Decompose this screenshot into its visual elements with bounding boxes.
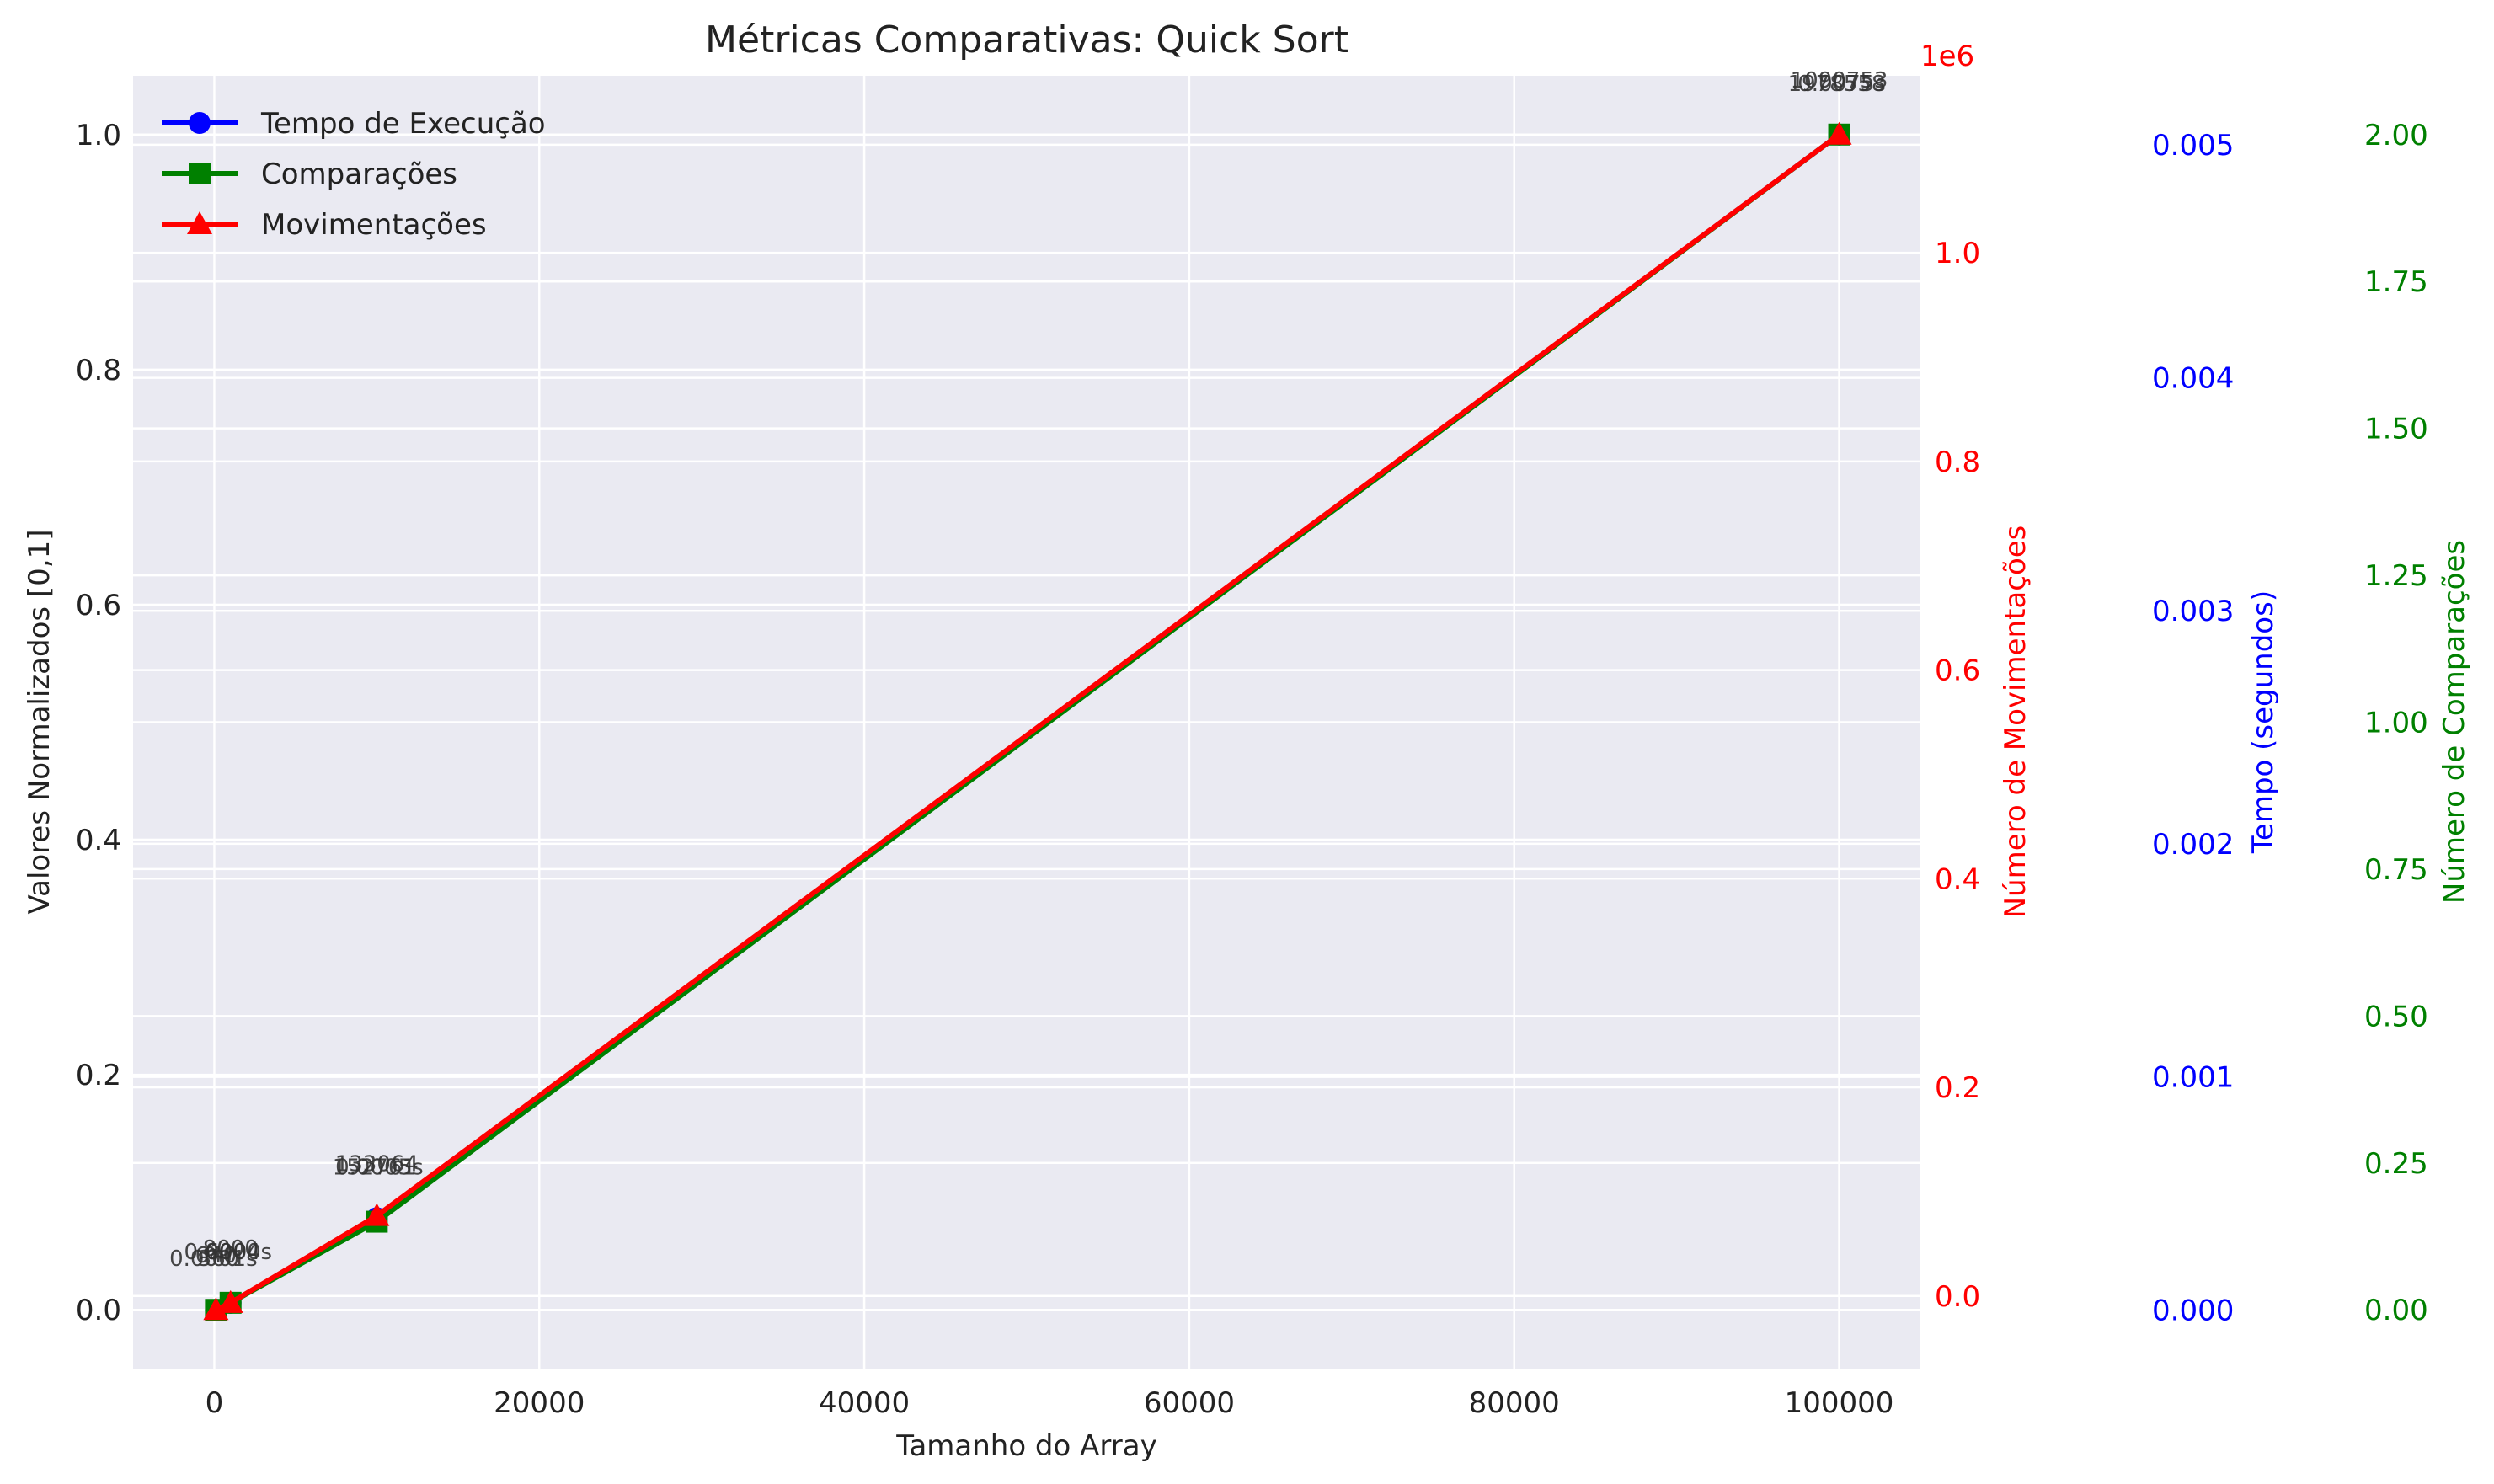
secondary-tick-label: 0.75 bbox=[2364, 853, 2428, 887]
data-label: 8000 bbox=[203, 1236, 259, 1262]
secondary-tick-label: 1.50 bbox=[2364, 413, 2428, 446]
legend-item: Comparações bbox=[162, 157, 457, 191]
data-label: 640 bbox=[195, 1243, 238, 1268]
data-label: 6000 bbox=[206, 1240, 261, 1265]
data-point bbox=[189, 112, 211, 134]
y-axis-label: Valores Normalizados [0,1] bbox=[23, 529, 56, 914]
secondary-tick-label: 0.4 bbox=[1935, 862, 1980, 896]
secondary-axis: 0.0 0.2 0.4 0.6 0.8 1.0 Número de Movimentaçõe… bbox=[1920, 40, 2032, 1314]
legend-label: Tempo de Execução bbox=[260, 107, 546, 141]
secondary-tick-label: 0.004 bbox=[2152, 362, 2234, 396]
data-label: 0.0005s bbox=[335, 1155, 424, 1180]
secondary-tick-label: 0.25 bbox=[2364, 1147, 2428, 1181]
x-tick-label: 20000 bbox=[494, 1386, 585, 1420]
x-tick-label: 60000 bbox=[1144, 1386, 1235, 1420]
data-point bbox=[1826, 121, 1852, 145]
secondary-axis: 0.000 0.001 0.002 0.003 0.004 0.005 Tempo (seg… bbox=[2152, 129, 2280, 1327]
y-tick-label: 0.8 bbox=[76, 354, 121, 387]
secondary-tick-label: 0.8 bbox=[1935, 446, 1980, 479]
legend-label: Movimentações bbox=[261, 208, 487, 242]
x-axis-label: Tamanho do Array bbox=[895, 1429, 1156, 1463]
data-label: 0.0075s bbox=[1797, 72, 1886, 97]
chart-title: Métricas Comparativas: Quick Sort bbox=[705, 19, 1348, 61]
secondary-tick-label: 1.75 bbox=[2364, 265, 2428, 299]
y-tick-label: 0.0 bbox=[76, 1294, 121, 1327]
series-layer bbox=[203, 121, 1852, 1321]
data-point bbox=[217, 1289, 243, 1313]
secondary-tick-label: 0.001 bbox=[2152, 1061, 2234, 1095]
legend-item: Movimentações bbox=[162, 208, 487, 242]
secondary-tick-label: 0.2 bbox=[1935, 1071, 1980, 1105]
series bbox=[203, 121, 1852, 1321]
grid bbox=[133, 76, 1920, 1369]
data-label: 152761 bbox=[333, 1155, 416, 1180]
secondary-tick-label: 0.0 bbox=[1935, 1280, 1980, 1314]
data-point bbox=[364, 1203, 390, 1226]
x-tick-label: 0 bbox=[206, 1386, 224, 1420]
data-label: 0.0001s bbox=[169, 1246, 258, 1272]
data-label: 1090753 bbox=[1791, 68, 1888, 93]
secondary-tick-label: 0.6 bbox=[1935, 654, 1980, 688]
data-label: 133064 bbox=[335, 1151, 419, 1177]
data-label: 0.0004s bbox=[184, 1240, 272, 1265]
secondary-tick-label: 0.002 bbox=[2152, 828, 2234, 862]
data-point bbox=[189, 163, 211, 184]
axes-layer: 0 20000 40000 60000 80000 1000000.00.20.40.60… bbox=[76, 40, 2471, 1420]
secondary-axis-label: Número de Comparações bbox=[2438, 540, 2471, 904]
x-tick-label: 80000 bbox=[1469, 1386, 1560, 1420]
x-tick-label: 100000 bbox=[1785, 1386, 1894, 1420]
secondary-axis-label: Tempo (segundos) bbox=[2246, 590, 2280, 854]
y-tick-label: 0.6 bbox=[76, 589, 121, 622]
legend-item: Tempo de Execução bbox=[162, 107, 546, 141]
secondary-tick-label: 0.003 bbox=[2152, 595, 2234, 628]
secondary-tick-label: 0.50 bbox=[2364, 1000, 2428, 1033]
secondary-tick-label: 0.000 bbox=[2152, 1294, 2234, 1327]
secondary-axis-label: Número de Movimentações bbox=[1999, 526, 2032, 919]
secondary-tick-label: 2.00 bbox=[2364, 119, 2428, 152]
y-tick-label: 0.2 bbox=[76, 1059, 121, 1092]
secondary-axis: 0.00 0.25 0.50 0.75 1.00 1.25 1.50 1.75 2.00 Núme… bbox=[2364, 119, 2471, 1327]
y-tick-label: 0.4 bbox=[76, 824, 121, 857]
y-tick-label: 1.0 bbox=[76, 119, 121, 152]
legend: Tempo de Execução Comparações Movimentaçõe… bbox=[162, 107, 546, 242]
legend-label: Comparações bbox=[261, 157, 457, 191]
data-point bbox=[203, 1297, 229, 1321]
secondary-tick-label: 1.00 bbox=[2364, 707, 2428, 740]
data-label: 1978558 bbox=[1788, 72, 1886, 97]
secondary-tick-label: 0.00 bbox=[2364, 1294, 2428, 1327]
secondary-tick-label: 0.005 bbox=[2152, 129, 2234, 163]
data-label: 360 bbox=[198, 1246, 240, 1272]
x-tick-label: 40000 bbox=[819, 1386, 910, 1420]
secondary-tick-label: 1.0 bbox=[1935, 237, 1980, 270]
axis-offset-text: 1e6 bbox=[1920, 40, 1974, 73]
secondary-tick-label: 1.25 bbox=[2364, 559, 2428, 593]
data-point bbox=[187, 211, 212, 234]
